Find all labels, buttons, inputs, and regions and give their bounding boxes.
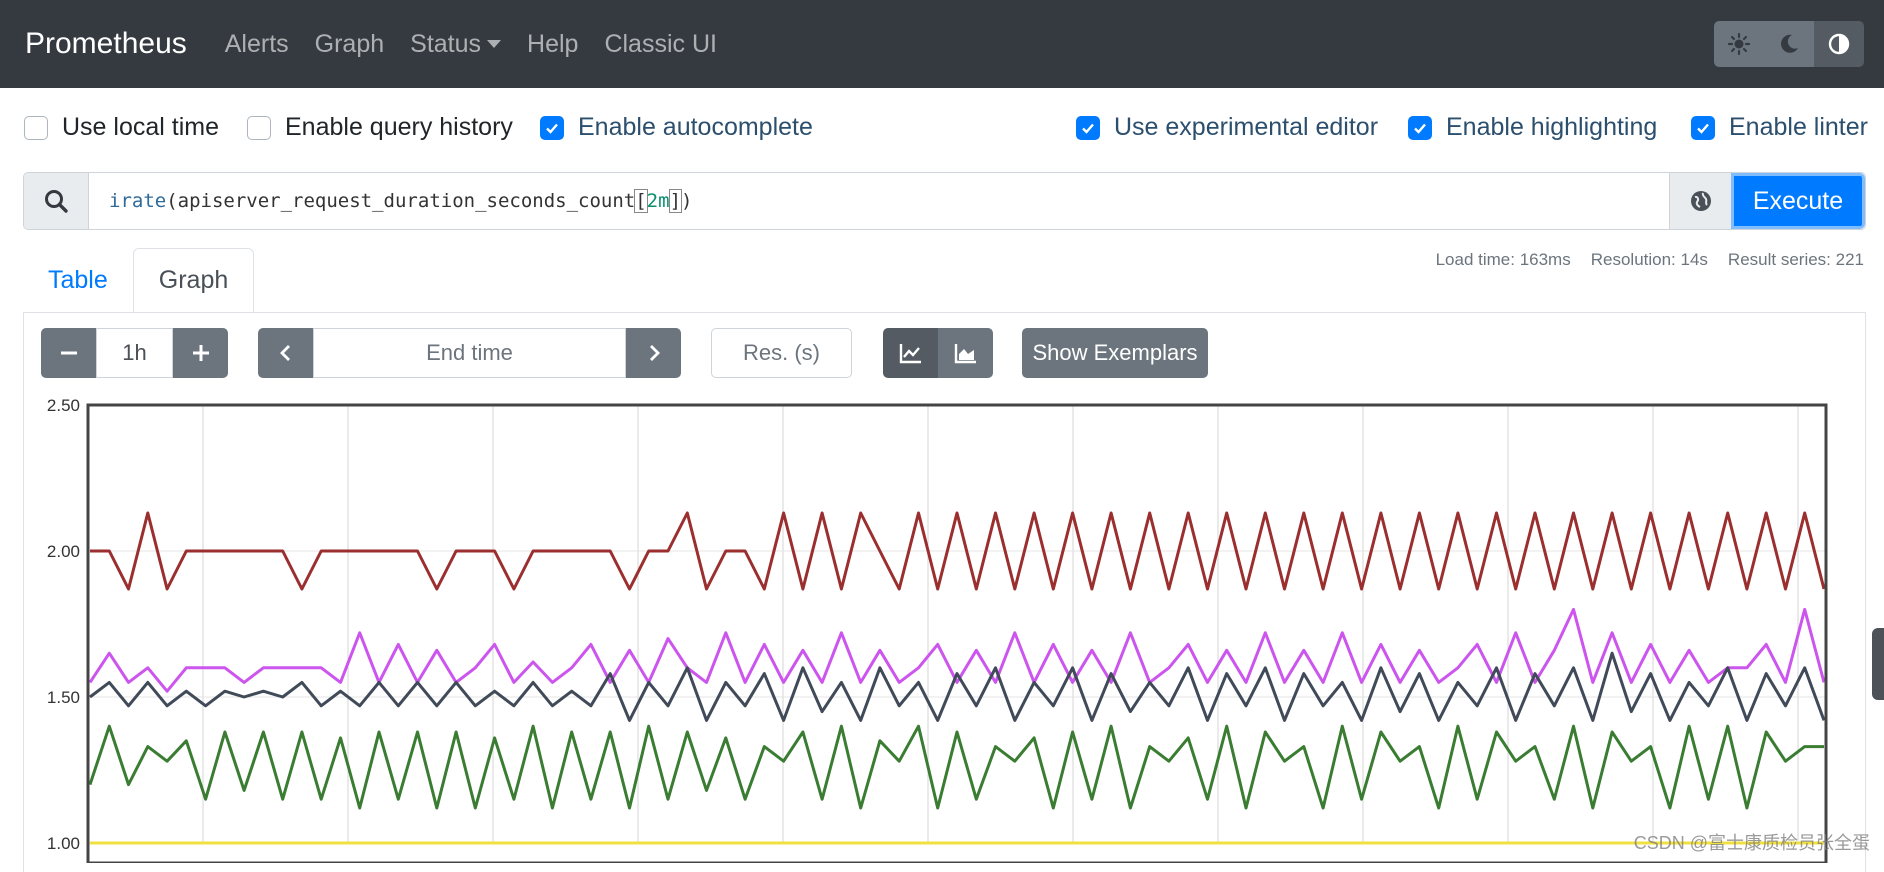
watermark: CSDN @富士康质检员张全蛋 <box>1634 829 1870 855</box>
line-chart-button[interactable] <box>883 328 938 378</box>
nav-classic-ui[interactable]: Classic UI <box>604 30 717 59</box>
linter-option[interactable]: Enable linter <box>1691 113 1868 142</box>
search-icon-box <box>24 173 89 229</box>
chevron-down-icon <box>487 40 501 48</box>
contrast-icon <box>1827 32 1851 56</box>
navbar: Prometheus Alerts Graph Status Help Clas… <box>0 0 1884 88</box>
query-paren-close: ) <box>681 190 692 212</box>
resolution-control: Res. (s) <box>711 328 852 378</box>
result-tabs: Table Graph <box>23 248 254 313</box>
range-decrease-button[interactable] <box>41 328 96 378</box>
experimental-editor-checkbox[interactable] <box>1076 116 1100 140</box>
linter-checkbox[interactable] <box>1691 116 1715 140</box>
autocomplete-option[interactable]: Enable autocomplete <box>540 113 813 142</box>
check-icon <box>1695 120 1711 136</box>
query-function: irate <box>109 190 166 212</box>
end-time-forward-button[interactable] <box>626 328 681 378</box>
highlighting-option[interactable]: Enable highlighting <box>1408 113 1657 142</box>
query-range: 2m <box>647 190 670 212</box>
query-stats: Load time: 163ms Resolution: 14s Result … <box>1436 250 1864 270</box>
expression-input[interactable]: irate(apiserver_request_duration_seconds… <box>89 173 1669 229</box>
tab-table[interactable]: Table <box>23 248 133 313</box>
end-time-back-button[interactable] <box>258 328 313 378</box>
metrics-explorer-button[interactable] <box>1669 173 1731 229</box>
chevron-left-icon <box>278 344 294 362</box>
end-time-input[interactable]: End time <box>313 328 626 378</box>
query-history-option[interactable]: Enable query history <box>247 113 513 142</box>
chart-type-toggle <box>883 328 993 378</box>
globe-icon <box>1688 188 1714 214</box>
range-control: 1h <box>41 328 228 378</box>
end-time-control: End time <box>258 328 681 378</box>
brand-logo[interactable]: Prometheus <box>25 27 187 61</box>
check-icon <box>1080 120 1096 136</box>
query-history-label: Enable query history <box>285 113 513 142</box>
tab-graph[interactable]: Graph <box>133 248 254 313</box>
y-tick-label: 1.00 <box>47 834 80 853</box>
search-icon <box>43 188 69 214</box>
query-history-checkbox[interactable] <box>247 116 271 140</box>
y-tick-label: 2.00 <box>47 542 80 561</box>
nav-graph[interactable]: Graph <box>315 30 384 59</box>
series-line-2 <box>90 653 1824 720</box>
query-bracket-close: ] <box>670 190 681 212</box>
series-line-3 <box>90 726 1824 808</box>
graph-chart: 2.50 2.00 1.50 1.00 <box>0 390 1870 863</box>
range-increase-button[interactable] <box>173 328 228 378</box>
chevron-right-icon <box>646 344 662 362</box>
use-local-time-option[interactable]: Use local time <box>24 113 219 142</box>
highlighting-checkbox[interactable] <box>1408 116 1432 140</box>
linter-label: Enable linter <box>1729 113 1868 142</box>
theme-auto-button[interactable] <box>1814 21 1864 67</box>
plus-icon <box>192 344 210 362</box>
nav-status-label: Status <box>410 30 481 59</box>
moon-icon <box>1777 32 1801 56</box>
highlighting-label: Enable highlighting <box>1446 113 1657 142</box>
result-series: Result series: 221 <box>1728 250 1864 270</box>
minus-icon <box>60 344 78 362</box>
experimental-editor-label: Use experimental editor <box>1114 113 1378 142</box>
query-metric: apiserver_request_duration_seconds_count <box>178 190 636 212</box>
sun-icon <box>1727 32 1751 56</box>
plot-frame <box>88 405 1826 863</box>
check-icon <box>544 120 560 136</box>
range-input[interactable]: 1h <box>96 328 173 378</box>
scrollbar-handle[interactable] <box>1872 628 1884 700</box>
execute-button[interactable]: Execute <box>1731 173 1865 229</box>
nav-status-dropdown[interactable]: Status <box>410 30 501 59</box>
show-exemplars-button[interactable]: Show Exemplars <box>1022 328 1208 378</box>
autocomplete-label: Enable autocomplete <box>578 113 813 142</box>
series-line-1 <box>90 609 1824 691</box>
theme-light-button[interactable] <box>1714 21 1764 67</box>
resolution-input[interactable]: Res. (s) <box>711 328 852 378</box>
line-chart-icon <box>899 342 923 364</box>
resolution-stat: Resolution: 14s <box>1591 250 1708 270</box>
nav-help[interactable]: Help <box>527 30 578 59</box>
query-paren-open: ( <box>166 190 177 212</box>
experimental-editor-option[interactable]: Use experimental editor <box>1076 113 1378 142</box>
theme-toggle-group <box>1714 21 1864 67</box>
y-tick-label: 1.50 <box>47 688 80 707</box>
stacked-chart-button[interactable] <box>938 328 993 378</box>
query-bracket-open: [ <box>635 190 646 212</box>
use-local-time-label: Use local time <box>62 113 219 142</box>
check-icon <box>1412 120 1428 136</box>
query-bar: irate(apiserver_request_duration_seconds… <box>23 172 1866 230</box>
load-time: Load time: 163ms <box>1436 250 1571 270</box>
autocomplete-checkbox[interactable] <box>540 116 564 140</box>
y-tick-label: 2.50 <box>47 396 80 415</box>
query-options: Use local time Enable query history Enab… <box>0 113 1884 147</box>
area-chart-icon <box>954 342 978 364</box>
nav-alerts[interactable]: Alerts <box>225 30 289 59</box>
use-local-time-checkbox[interactable] <box>24 116 48 140</box>
theme-dark-button[interactable] <box>1764 21 1814 67</box>
